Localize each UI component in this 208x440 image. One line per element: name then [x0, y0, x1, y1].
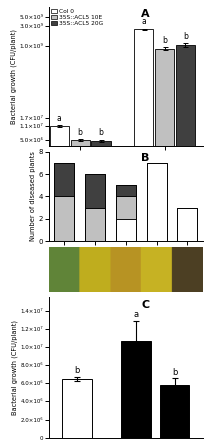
Text: a: a — [57, 114, 62, 123]
Text: a: a — [141, 17, 146, 26]
Bar — [54, 163, 74, 241]
Bar — [54, 163, 74, 197]
Text: a: a — [134, 310, 139, 319]
Bar — [91, 141, 110, 440]
Bar — [160, 385, 189, 438]
Bar — [85, 174, 105, 208]
Bar — [177, 208, 197, 241]
Bar — [147, 163, 167, 241]
Text: A: A — [141, 9, 150, 19]
Bar — [116, 219, 136, 241]
Bar — [71, 140, 90, 440]
Bar — [54, 197, 74, 241]
Text: C: C — [141, 300, 149, 310]
Y-axis label: Bacterial growth (CFU/plant): Bacterial growth (CFU/plant) — [11, 320, 18, 415]
Bar — [177, 208, 197, 241]
Text: b: b — [99, 128, 103, 137]
Bar — [147, 163, 167, 241]
Text: B: B — [141, 154, 150, 163]
Y-axis label: Number of diseased plants: Number of diseased plants — [30, 151, 36, 242]
Bar — [121, 341, 151, 438]
Bar — [116, 185, 136, 241]
Bar — [85, 208, 105, 241]
Bar — [62, 379, 92, 438]
Bar — [134, 29, 153, 440]
Text: b: b — [172, 367, 177, 377]
Text: b: b — [162, 36, 167, 45]
Bar — [116, 197, 136, 219]
Bar — [85, 174, 105, 241]
Text: b: b — [183, 32, 188, 41]
Bar — [176, 45, 195, 440]
Y-axis label: Bacterial growth (CFU/plant): Bacterial growth (CFU/plant) — [10, 29, 17, 124]
Bar — [116, 185, 136, 197]
Bar — [50, 126, 69, 440]
Legend: Col 0, 35S::ACL5 10E, 35S::ACL5 20G: Col 0, 35S::ACL5 10E, 35S::ACL5 20G — [51, 8, 104, 26]
Bar — [155, 48, 174, 440]
Text: b: b — [74, 366, 80, 375]
Text: b: b — [78, 128, 83, 137]
